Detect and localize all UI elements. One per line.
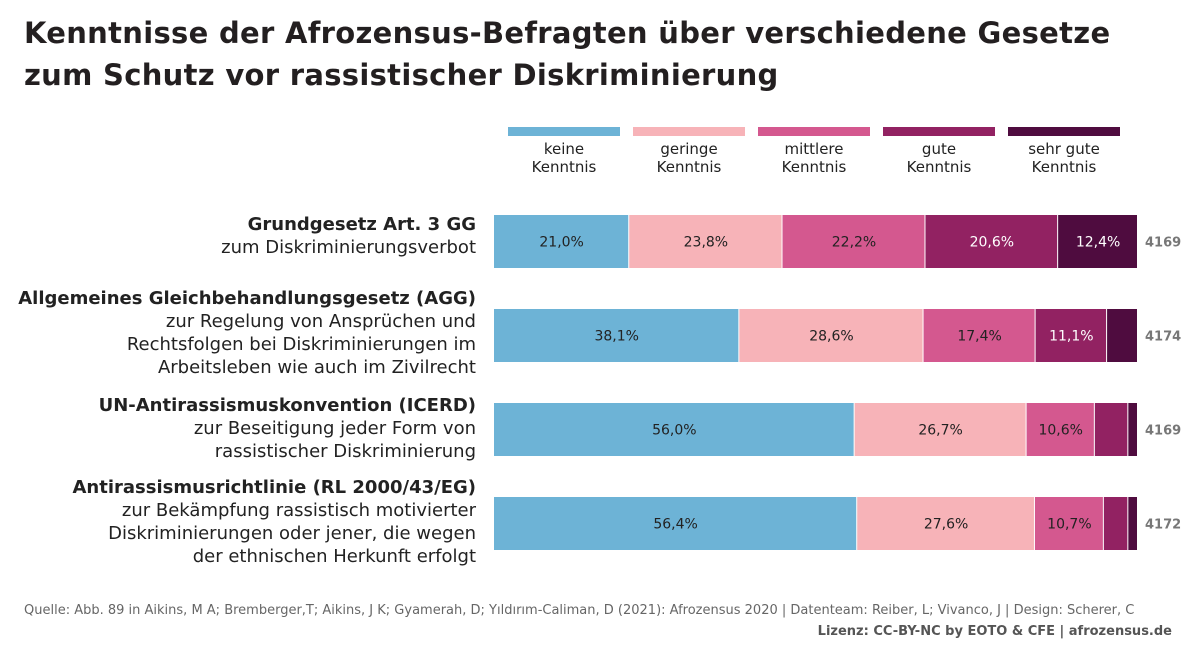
sample-size-label: 4172 <box>1145 518 1181 533</box>
bar-value-label: 12,4% <box>1076 235 1120 251</box>
bar-segment <box>1026 403 1094 456</box>
row-label-subtitle: zur Regelung von Ansprüchen und <box>165 311 476 332</box>
bar-segment <box>1034 497 1103 550</box>
bar-segment <box>1128 403 1137 456</box>
legend-label: keine Kenntnis <box>531 140 597 176</box>
bar-segment <box>1103 497 1128 550</box>
row-label-title: Allgemeines Gleichbehandlungsgesetz (AGG… <box>18 288 476 309</box>
bar-segment <box>494 309 739 362</box>
legend-swatch <box>883 127 995 136</box>
bar-value-label: 10,7% <box>1047 517 1091 533</box>
legend-swatch <box>1008 127 1120 136</box>
bar-segment <box>925 215 1058 268</box>
bar-segment <box>923 309 1035 362</box>
sample-size-label: 4174 <box>1145 330 1181 345</box>
row-label-subtitle: rassistischer Diskriminierung <box>214 441 476 462</box>
bar-segment <box>1058 215 1137 268</box>
legend-label: mittlere Kenntnis <box>781 140 847 176</box>
bar-segment <box>782 215 925 268</box>
bar-segment <box>494 403 854 456</box>
row-label-subtitle: zum Diskriminierungsverbot <box>221 237 476 258</box>
legend-swatch <box>508 127 620 136</box>
bar-row: 38,1% 28,6% 17,4% 11,1% 4174 <box>494 309 1181 362</box>
legend-label: sehr gute Kenntnis <box>1028 140 1100 176</box>
bar-segment <box>1094 403 1128 456</box>
bar-segment <box>494 215 629 268</box>
bar-value-label: 56,0% <box>652 423 696 439</box>
row-label-subtitle: Arbeitsleben wie auch im Zivilrecht <box>157 357 476 378</box>
bar-value-label: 10,6% <box>1038 423 1082 439</box>
bar-segment <box>1107 309 1137 362</box>
bar-value-label: 21,0% <box>539 235 583 251</box>
row-label-subtitle: zur Bekämpfung rassistisch motivierter <box>121 500 476 521</box>
source-note: Quelle: Abb. 89 in Aikins, M A; Bremberg… <box>24 603 1135 618</box>
bar-row: 56,0% 26,7% 10,6% 4169 <box>494 403 1181 456</box>
chart-title: Kenntnisse der Afrozensus-Befragten über… <box>24 16 1111 92</box>
bar-segment <box>739 309 923 362</box>
sample-size-label: 4169 <box>1145 236 1181 251</box>
bar-segment <box>1128 497 1137 550</box>
bar-value-label: 26,7% <box>918 423 962 439</box>
legend-item: mittlere Kenntnis <box>758 127 870 176</box>
row-label-subtitle: zur Beseitigung jeder Form von <box>193 418 476 439</box>
sample-size-label: 4169 <box>1145 424 1181 439</box>
legend: keine Kenntnis geringe Kenntnis mittlere K… <box>0 127 1200 187</box>
legend-label: gute Kenntnis <box>906 140 972 176</box>
row-label: Grundgesetz Art. 3 GG zum Diskriminierung… <box>0 213 476 259</box>
bar-segment <box>857 497 1034 550</box>
legend-item: sehr gute Kenntnis <box>1008 127 1120 176</box>
bar-value-label: 38,1% <box>594 329 638 345</box>
bar-value-label: 56,4% <box>653 517 697 533</box>
bar-segment <box>854 403 1026 456</box>
bar-value-label: 11,1% <box>1049 329 1093 345</box>
legend-item: geringe Kenntnis <box>633 127 745 176</box>
bar-value-label: 27,6% <box>924 517 968 533</box>
row-label-subtitle: Rechtsfolgen bei Diskriminierungen im <box>126 334 476 355</box>
row-label-subtitle: der ethnischen Herkunft erfolgt <box>192 546 476 567</box>
bar-value-label: 17,4% <box>957 329 1001 345</box>
bar-value-label: 28,6% <box>809 329 853 345</box>
legend-swatch <box>758 127 870 136</box>
bar-row: 21,0% 23,8% 22,2% 20,6% 12,4% 4169 <box>494 215 1181 268</box>
row-label-title: Grundgesetz Art. 3 GG <box>247 214 476 235</box>
row-label: Allgemeines Gleichbehandlungsgesetz (AGG… <box>0 287 476 379</box>
row-label-title: Antirassismusrichtlinie (RL 2000/43/EG) <box>72 477 477 498</box>
bar-value-label: 23,8% <box>684 235 728 251</box>
bar-segment <box>629 215 782 268</box>
row-label: UN-Antirassismuskonvention (ICERD) zur Be… <box>0 394 476 463</box>
row-label-title: UN-Antirassismuskonvention (ICERD) <box>98 395 476 416</box>
row-label: Antirassismusrichtlinie (RL 2000/43/EG) z… <box>0 476 477 568</box>
legend-label: geringe Kenntnis <box>656 140 722 176</box>
bar-row: 56,4% 27,6% 10,7% 4172 <box>494 497 1181 550</box>
bar-value-label: 22,2% <box>832 235 876 251</box>
legend-item: gute Kenntnis <box>883 127 995 176</box>
bar-value-label: 20,6% <box>970 235 1014 251</box>
bar-segment <box>1035 309 1107 362</box>
row-label-subtitle: Diskriminierungen oder jener, die wegen <box>108 523 476 544</box>
legend-swatch <box>633 127 745 136</box>
bar-segment <box>494 497 857 550</box>
license-note: Lizenz: CC-BY-NC by EOTO & CFE | afrozen… <box>817 624 1172 639</box>
legend-item: keine Kenntnis <box>508 127 620 176</box>
